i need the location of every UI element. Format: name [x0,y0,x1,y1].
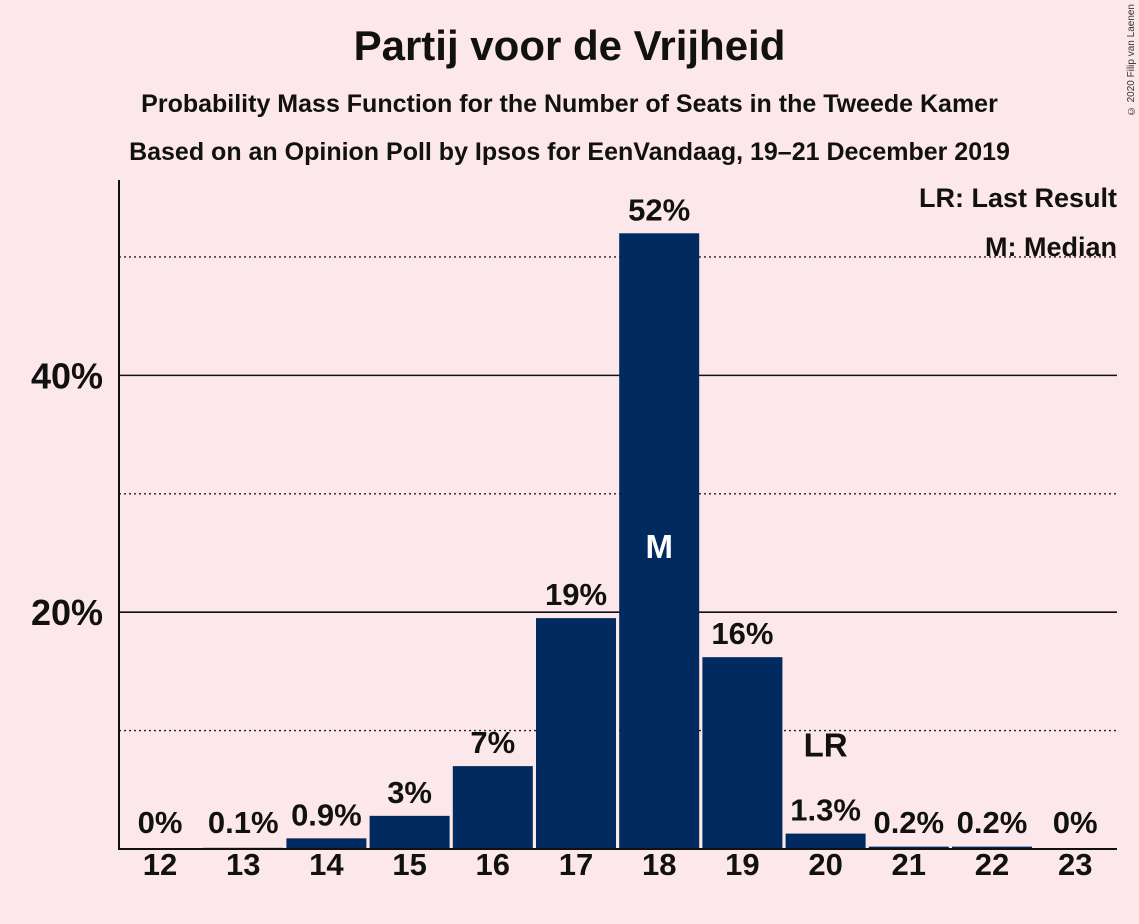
data-label: 19% [545,577,607,612]
data-label: 0% [1053,805,1098,840]
bar-seats-21 [868,846,949,849]
median-marker: M [645,528,673,565]
data-label: 0% [138,805,183,840]
x-tick-label: 18 [642,847,676,882]
bar-seats-17 [536,618,616,849]
chart-subtitle-source: Based on an Opinion Poll by Ipsos for Ee… [129,138,1010,166]
bar-seats-22 [952,846,1032,849]
data-label: 16% [711,616,773,651]
bar-seats-15 [369,815,450,849]
x-tick-label: 20 [808,847,842,882]
x-tick-label: 23 [1058,847,1092,882]
bar-seats-14 [286,838,367,849]
chart-title: Partij voor de Vrijheid [353,22,786,69]
y-tick-label: 20% [31,592,103,633]
x-tick-label: 13 [226,847,260,882]
data-label: 3% [387,775,432,810]
last-result-marker: LR [804,727,848,764]
x-tick-label: 15 [392,847,426,882]
x-tick-label: 19 [725,847,759,882]
x-tick-label: 21 [892,847,926,882]
data-label: 0.2% [957,805,1028,840]
x-tick-label: 14 [309,847,344,882]
legend-last-result: LR: Last Result [918,183,1117,213]
data-label: 0.1% [208,805,279,840]
bar-seats-16 [452,766,533,849]
data-label: 0.9% [291,797,362,832]
x-tick-label: 12 [143,847,177,882]
y-tick-label: 40% [31,355,103,396]
data-label: 0.2% [873,805,944,840]
bar-seats-20 [785,833,866,849]
data-label: 52% [628,192,690,227]
chart-subtitle: Probability Mass Function for the Number… [141,90,998,118]
x-tick-label: 16 [476,847,510,882]
data-label: 7% [470,725,515,760]
x-tick-label: 22 [975,847,1009,882]
bar-seats-19 [702,657,783,849]
bar-seats-18 [619,233,700,849]
x-tick-label: 17 [559,847,593,882]
data-label: 1.3% [790,793,861,828]
